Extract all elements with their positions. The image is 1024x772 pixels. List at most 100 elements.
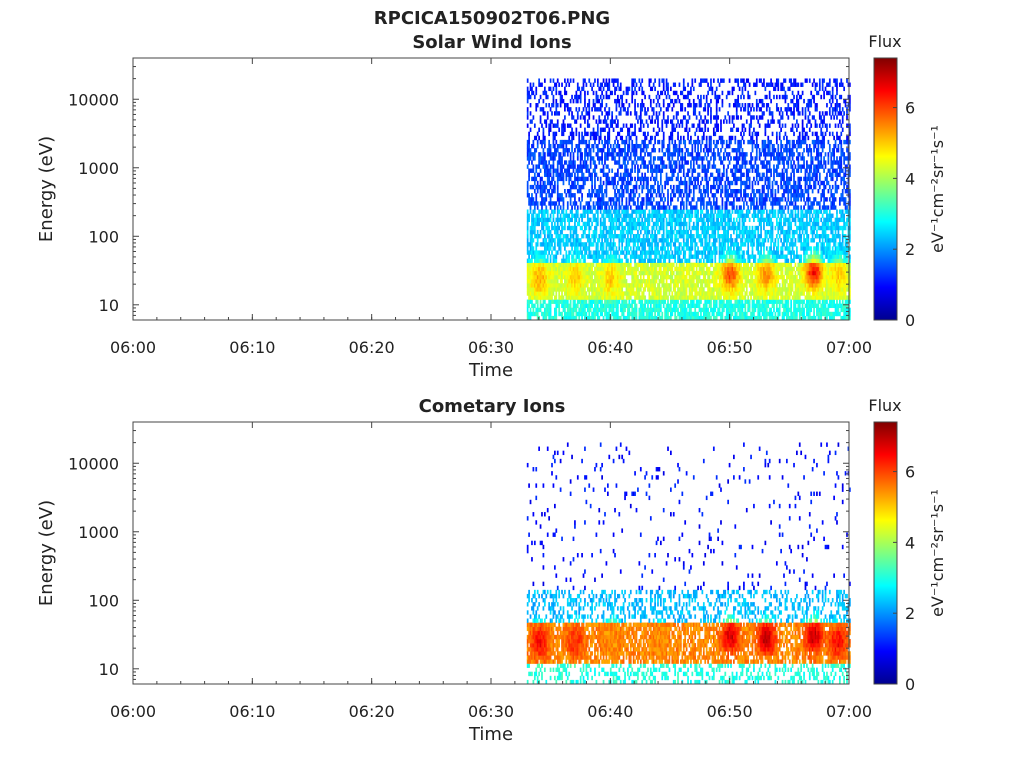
spectrogram-cell <box>665 287 668 292</box>
spectrogram-cell <box>588 143 591 149</box>
spectrogram-cell <box>649 258 652 263</box>
spectrogram-cell <box>657 283 659 288</box>
spectrogram-cell <box>631 139 634 145</box>
spectrogram-cell <box>692 123 695 128</box>
spectrogram-cell <box>634 266 636 272</box>
spectrogram-cell <box>722 254 725 259</box>
spectrogram-cell <box>612 258 615 263</box>
spectrogram-cell <box>609 221 612 227</box>
spectrogram-cell <box>688 262 691 268</box>
spectrogram-cell <box>722 246 725 251</box>
spectrogram-cell <box>684 279 687 284</box>
spectrogram-cell <box>639 262 642 268</box>
spectrogram-cell <box>541 193 543 198</box>
spectrogram-cell <box>596 238 599 243</box>
spectrogram-cell <box>694 287 697 292</box>
spectrogram-cell <box>596 193 599 198</box>
spectrogram-cell <box>611 299 614 304</box>
spectrogram-cell <box>572 160 575 165</box>
spectrogram-cell <box>536 291 539 296</box>
spectrogram-cell <box>552 213 555 218</box>
spectrogram-cell <box>639 254 642 259</box>
spectrogram-cell <box>568 172 571 178</box>
spectrogram-cell <box>574 94 576 100</box>
spectrogram-cell <box>708 270 711 276</box>
spectrogram-cell <box>674 225 677 231</box>
spectrogram-cell <box>622 250 625 255</box>
spectrogram-cell <box>644 303 646 309</box>
spectrogram-cell <box>647 189 649 194</box>
spectrogram-cell <box>634 234 636 239</box>
spectrogram-cell <box>649 197 652 202</box>
spectrogram-cell <box>621 209 624 214</box>
spectrogram-cell <box>707 307 709 313</box>
spectrogram-cell <box>595 209 598 214</box>
spectrogram-cell <box>712 213 715 218</box>
spectrogram-cell <box>543 201 546 206</box>
spectrogram-cell <box>668 213 671 218</box>
spectrogram-cell <box>645 225 648 231</box>
spectrogram-cell <box>592 131 595 137</box>
spectrogram-cell <box>533 148 536 153</box>
spectrogram-cell <box>670 119 672 124</box>
spectrogram-cell <box>533 291 536 296</box>
spectrogram-cell <box>711 225 714 231</box>
spectrogram-cell <box>657 262 659 268</box>
spectrogram-cell <box>529 295 532 300</box>
spectrogram-cell <box>565 213 568 218</box>
spectrogram-cell <box>599 307 602 313</box>
spectrogram-cell <box>638 283 641 288</box>
spectrogram-cell <box>548 131 551 137</box>
spectrogram-cell <box>564 90 566 96</box>
spectrogram-cell <box>588 111 591 116</box>
spectrogram-cell <box>681 180 684 186</box>
spectrogram-cell <box>637 172 639 178</box>
spectrogram-cell <box>584 242 586 247</box>
spectrogram-cell <box>584 213 586 218</box>
spectrogram-cell <box>618 111 621 116</box>
spectrogram-cell <box>569 172 572 178</box>
spectrogram-cell <box>584 287 586 292</box>
spectrogram-cell <box>538 127 540 132</box>
spectrogram-cell <box>545 184 548 190</box>
spectrogram-cell <box>631 160 634 165</box>
spectrogram-cell <box>615 291 618 296</box>
spectrogram-cell <box>627 172 629 178</box>
spectrogram-cell <box>624 315 626 321</box>
spectrogram-cell <box>568 274 571 280</box>
spectrogram-cell <box>554 295 556 300</box>
spectrogram-cell <box>608 217 611 223</box>
spectrogram-cell <box>720 78 722 83</box>
spectrogram-cell <box>631 176 634 182</box>
spectrogram-cell <box>598 193 601 198</box>
spectrogram-cell <box>695 156 698 161</box>
spectrogram-cell <box>572 279 575 284</box>
spectrogram-cell <box>638 311 641 317</box>
spectrogram-cell <box>588 299 591 304</box>
spectrogram-cell <box>576 291 579 296</box>
spectrogram-cell <box>535 148 538 153</box>
spectrogram-cell <box>589 254 592 259</box>
spectrogram-cell <box>625 246 628 251</box>
spectrogram-cell <box>614 78 616 83</box>
spectrogram-cell <box>526 98 529 104</box>
spectrogram-cell <box>714 152 717 157</box>
spectrogram-cell <box>608 197 611 202</box>
spectrogram-cell <box>641 258 644 263</box>
spectrogram-cell <box>644 152 646 157</box>
spectrogram-cell <box>548 270 551 276</box>
spectrogram-cell <box>561 127 563 132</box>
spectrogram-cell <box>662 274 665 280</box>
spectrogram-cell <box>612 315 615 321</box>
spectrogram-cell <box>691 197 694 202</box>
spectrogram-cell <box>606 111 609 116</box>
spectrogram-cell <box>551 262 553 268</box>
spectrogram-cell <box>659 274 662 280</box>
spectrogram-cell <box>645 111 648 116</box>
spectrogram-cell <box>704 168 707 173</box>
spectrogram-cell <box>596 127 599 132</box>
spectrogram-cell <box>712 250 715 255</box>
spectrogram-cell <box>645 283 648 288</box>
spectrogram-cell <box>687 94 689 100</box>
spectrogram-cell <box>705 172 708 178</box>
